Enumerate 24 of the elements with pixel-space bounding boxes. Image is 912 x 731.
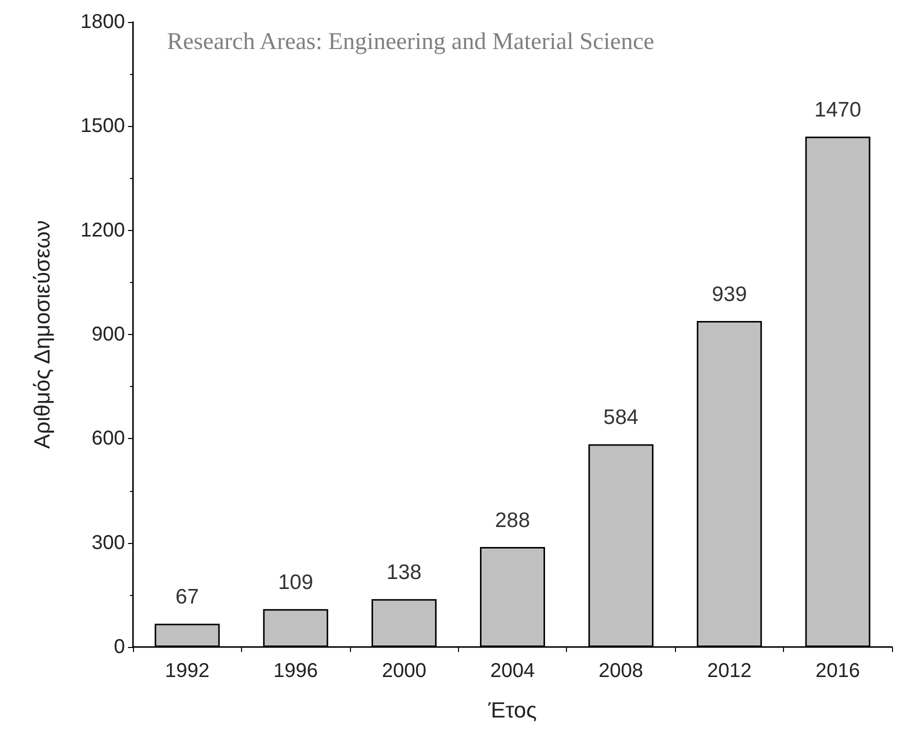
x-axis-title: Έτος	[487, 698, 537, 722]
annotation: Research Areas: Engineering and Material Science	[167, 29, 654, 55]
data-label: 67	[176, 586, 199, 609]
x-tick-label: 2004	[490, 660, 535, 682]
x-tick-label: 2000	[382, 660, 426, 682]
y-tick-label: 1200	[80, 219, 125, 242]
x-tick-label: 1996	[273, 660, 318, 682]
data-label: 138	[386, 561, 422, 584]
data-label: 109	[278, 571, 314, 594]
y-tick-label: 1800	[80, 11, 125, 33]
y-tick-label: 0	[114, 636, 125, 658]
y-axis-title: Αριθμός Δημοσιεύσεων	[30, 220, 54, 449]
data-label: 584	[603, 406, 639, 430]
data-label: 1470	[814, 98, 862, 122]
x-tick-label: 2016	[816, 660, 860, 682]
y-tick-label: 900	[92, 324, 125, 346]
x-tick-label: 2012	[707, 660, 752, 682]
data-label: 939	[712, 282, 747, 306]
y-tick-label: 600	[92, 428, 125, 450]
data-label: 288	[494, 509, 530, 532]
y-tick-label: 1500	[80, 115, 125, 138]
y-tick-label: 300	[92, 532, 125, 554]
x-tick-label: 2008	[598, 660, 644, 682]
x-tick-label: 1992	[164, 660, 210, 682]
